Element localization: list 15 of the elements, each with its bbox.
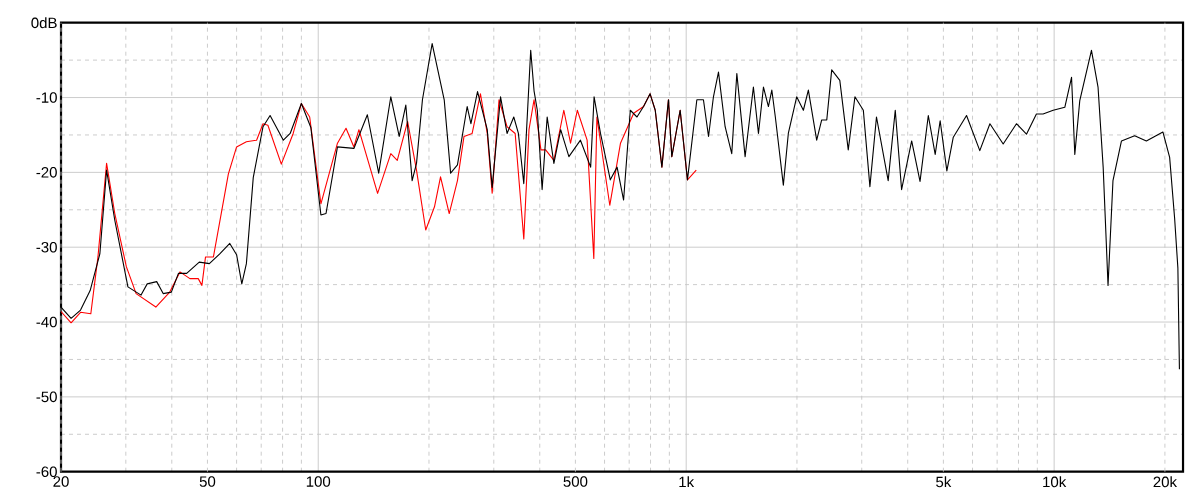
x-tick-label: 10k xyxy=(1043,476,1067,488)
y-tick-label: -20 xyxy=(36,167,57,178)
y-tick-label: -60 xyxy=(36,466,57,477)
y-tick-label: -40 xyxy=(36,316,57,328)
x-tick-label: 50 xyxy=(199,476,216,487)
x-tick-label: 1k xyxy=(679,476,695,488)
y-tick-label: -10 xyxy=(36,92,57,103)
x-tick-label: 20 xyxy=(53,476,69,487)
y-tick-label: 0dB xyxy=(31,17,57,29)
y-tick-label: -50 xyxy=(36,391,57,403)
x-tick-label: 100 xyxy=(306,476,331,487)
x-tick-label: 500 xyxy=(563,476,588,487)
y-tick-label: -30 xyxy=(36,241,57,253)
x-tick-label: 5k xyxy=(936,476,952,488)
x-tick-label: 20k xyxy=(1153,476,1178,488)
